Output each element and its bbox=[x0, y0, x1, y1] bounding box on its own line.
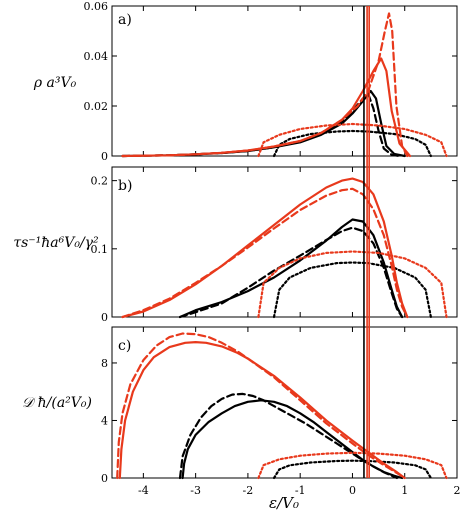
panel-a-ylabel: ρ a³V₀ bbox=[33, 75, 77, 91]
y-tick-label: 0.02 bbox=[84, 100, 109, 113]
panel-c-frame bbox=[111, 326, 458, 479]
x-tick-label: -3 bbox=[190, 484, 201, 497]
panel-b-ylabel: τs⁻¹ħa⁶V₀/γ² bbox=[13, 235, 99, 251]
panel-b-series-5-line bbox=[257, 250, 448, 319]
panel-c-ylabel: 𝒟 ħ/(a²V₀) bbox=[22, 395, 92, 411]
panel-b-series-4-line bbox=[121, 187, 409, 319]
x-tick-label: 2 bbox=[454, 484, 461, 497]
panel-b-xticks bbox=[142, 167, 458, 317]
panel-a-series-4-line bbox=[121, 12, 409, 158]
x-tick-labels: -4 -3 -2 -1 0 1 2 bbox=[138, 484, 460, 497]
x-tick-label: 0 bbox=[349, 484, 356, 497]
y-tick-label: 0.04 bbox=[84, 50, 109, 63]
panel-b-yticks: 0 0.1 0.2 bbox=[91, 175, 457, 324]
panel-a-frame bbox=[111, 5, 458, 157]
vlines bbox=[363, 6, 370, 478]
x-tick-label: -2 bbox=[243, 484, 254, 497]
panel-a-yticks: 0 0.02 0.04 0.06 bbox=[84, 0, 457, 163]
y-tick-label: 0.2 bbox=[91, 175, 109, 188]
panel-b: b) τs⁻¹ħa⁶V₀/γ² 0 0.1 0.2 bbox=[13, 166, 458, 324]
y-tick-label: 8 bbox=[101, 357, 108, 370]
panel-c-series-2-line bbox=[272, 459, 432, 480]
y-tick-label: 4 bbox=[101, 414, 108, 427]
panel-c-series-1-line bbox=[178, 392, 398, 480]
panel-c-series-4-line bbox=[116, 332, 406, 480]
y-tick-label: 0.1 bbox=[91, 243, 109, 256]
panel-c-series bbox=[116, 332, 448, 480]
panel-c: c) 𝒟 ħ/(a²V₀) 0 4 8 bbox=[22, 326, 458, 485]
panel-a: a) ρ a³V₀ 0 0.02 0.04 0.06 bbox=[33, 0, 458, 163]
panel-c-xticks bbox=[142, 327, 458, 478]
panel-b-series bbox=[121, 177, 448, 319]
y-tick-label: 0 bbox=[101, 472, 108, 485]
x-tick-label: -1 bbox=[295, 484, 306, 497]
panel-a-label: a) bbox=[118, 12, 132, 28]
panel-a-series-2-line bbox=[272, 129, 432, 158]
panel-c-series-3-line bbox=[118, 341, 406, 480]
panel-a-xticks bbox=[142, 6, 458, 156]
panel-c-label: c) bbox=[118, 338, 131, 354]
x-tick-label: 1 bbox=[401, 484, 408, 497]
y-tick-label: 0 bbox=[101, 150, 108, 163]
y-tick-label: 0.06 bbox=[84, 0, 109, 13]
panel-b-series-1-line bbox=[178, 226, 404, 319]
x-tick-label: -4 bbox=[138, 484, 149, 497]
panel-c-series-5-line bbox=[257, 451, 448, 480]
x-axis-label: ε/V₀ bbox=[269, 494, 299, 512]
panel-b-frame bbox=[111, 166, 458, 318]
panel-c-yticks: 0 4 8 bbox=[101, 357, 457, 485]
panel-b-series-3-line bbox=[121, 177, 409, 319]
panel-b-series-2-line bbox=[272, 261, 432, 319]
y-tick-label: 0 bbox=[101, 311, 108, 324]
panel-a-series-5-line bbox=[257, 122, 448, 158]
panel-b-label: b) bbox=[118, 178, 132, 194]
panel-a-series bbox=[121, 12, 448, 158]
